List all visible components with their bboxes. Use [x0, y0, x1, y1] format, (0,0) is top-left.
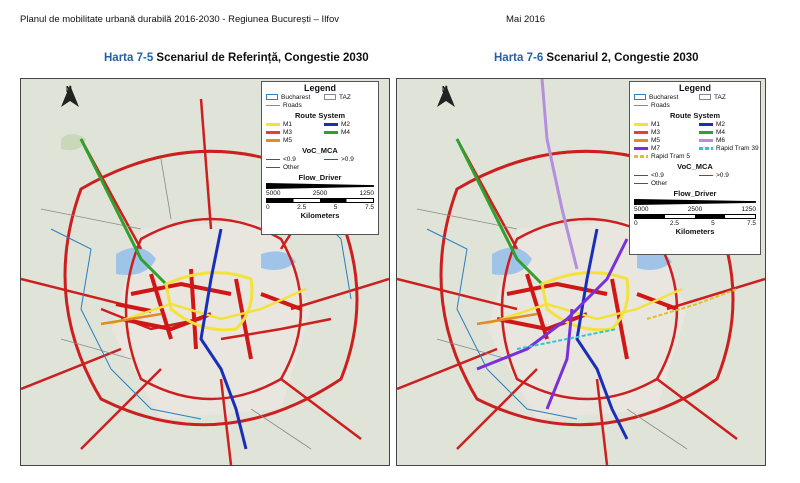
map-title-1: Harta 7-5 Scenariul de Referință, Conges… — [104, 52, 369, 64]
m6-line — [540, 79, 579, 270]
map-number-1: Harta 7-5 — [104, 52, 154, 64]
north-arrow-2: N — [437, 85, 455, 107]
document-date: Mai 2016 — [506, 14, 546, 25]
document-header: Planul de mobilitate urbană durabilă 201… — [20, 14, 339, 25]
north-arrow-1: N — [61, 85, 79, 107]
map-2: N Legend Bucharest TAZ Roads Route Syste… — [396, 78, 766, 466]
map-1: N Legend Bucharest TAZ Roads Route Syste… — [20, 78, 390, 466]
m2-line — [199, 228, 248, 450]
map-name-1: Scenariul de Referință, Congestie 2030 — [156, 52, 369, 64]
m4-line — [79, 138, 168, 286]
legend-1: Legend Bucharest TAZ Roads Route System … — [261, 81, 379, 235]
north-arrow-icon — [61, 85, 79, 107]
map-title-2: Harta 7-6 Scenariul 2, Congestie 2030 — [494, 52, 699, 64]
map-name-2: Scenariul 2, Congestie 2030 — [546, 52, 699, 64]
map-number-2: Harta 7-6 — [494, 52, 544, 64]
m7-line — [476, 238, 629, 371]
north-arrow-icon — [437, 85, 455, 107]
legend-2: Legend Bucharest TAZ Roads Route System … — [629, 81, 761, 255]
